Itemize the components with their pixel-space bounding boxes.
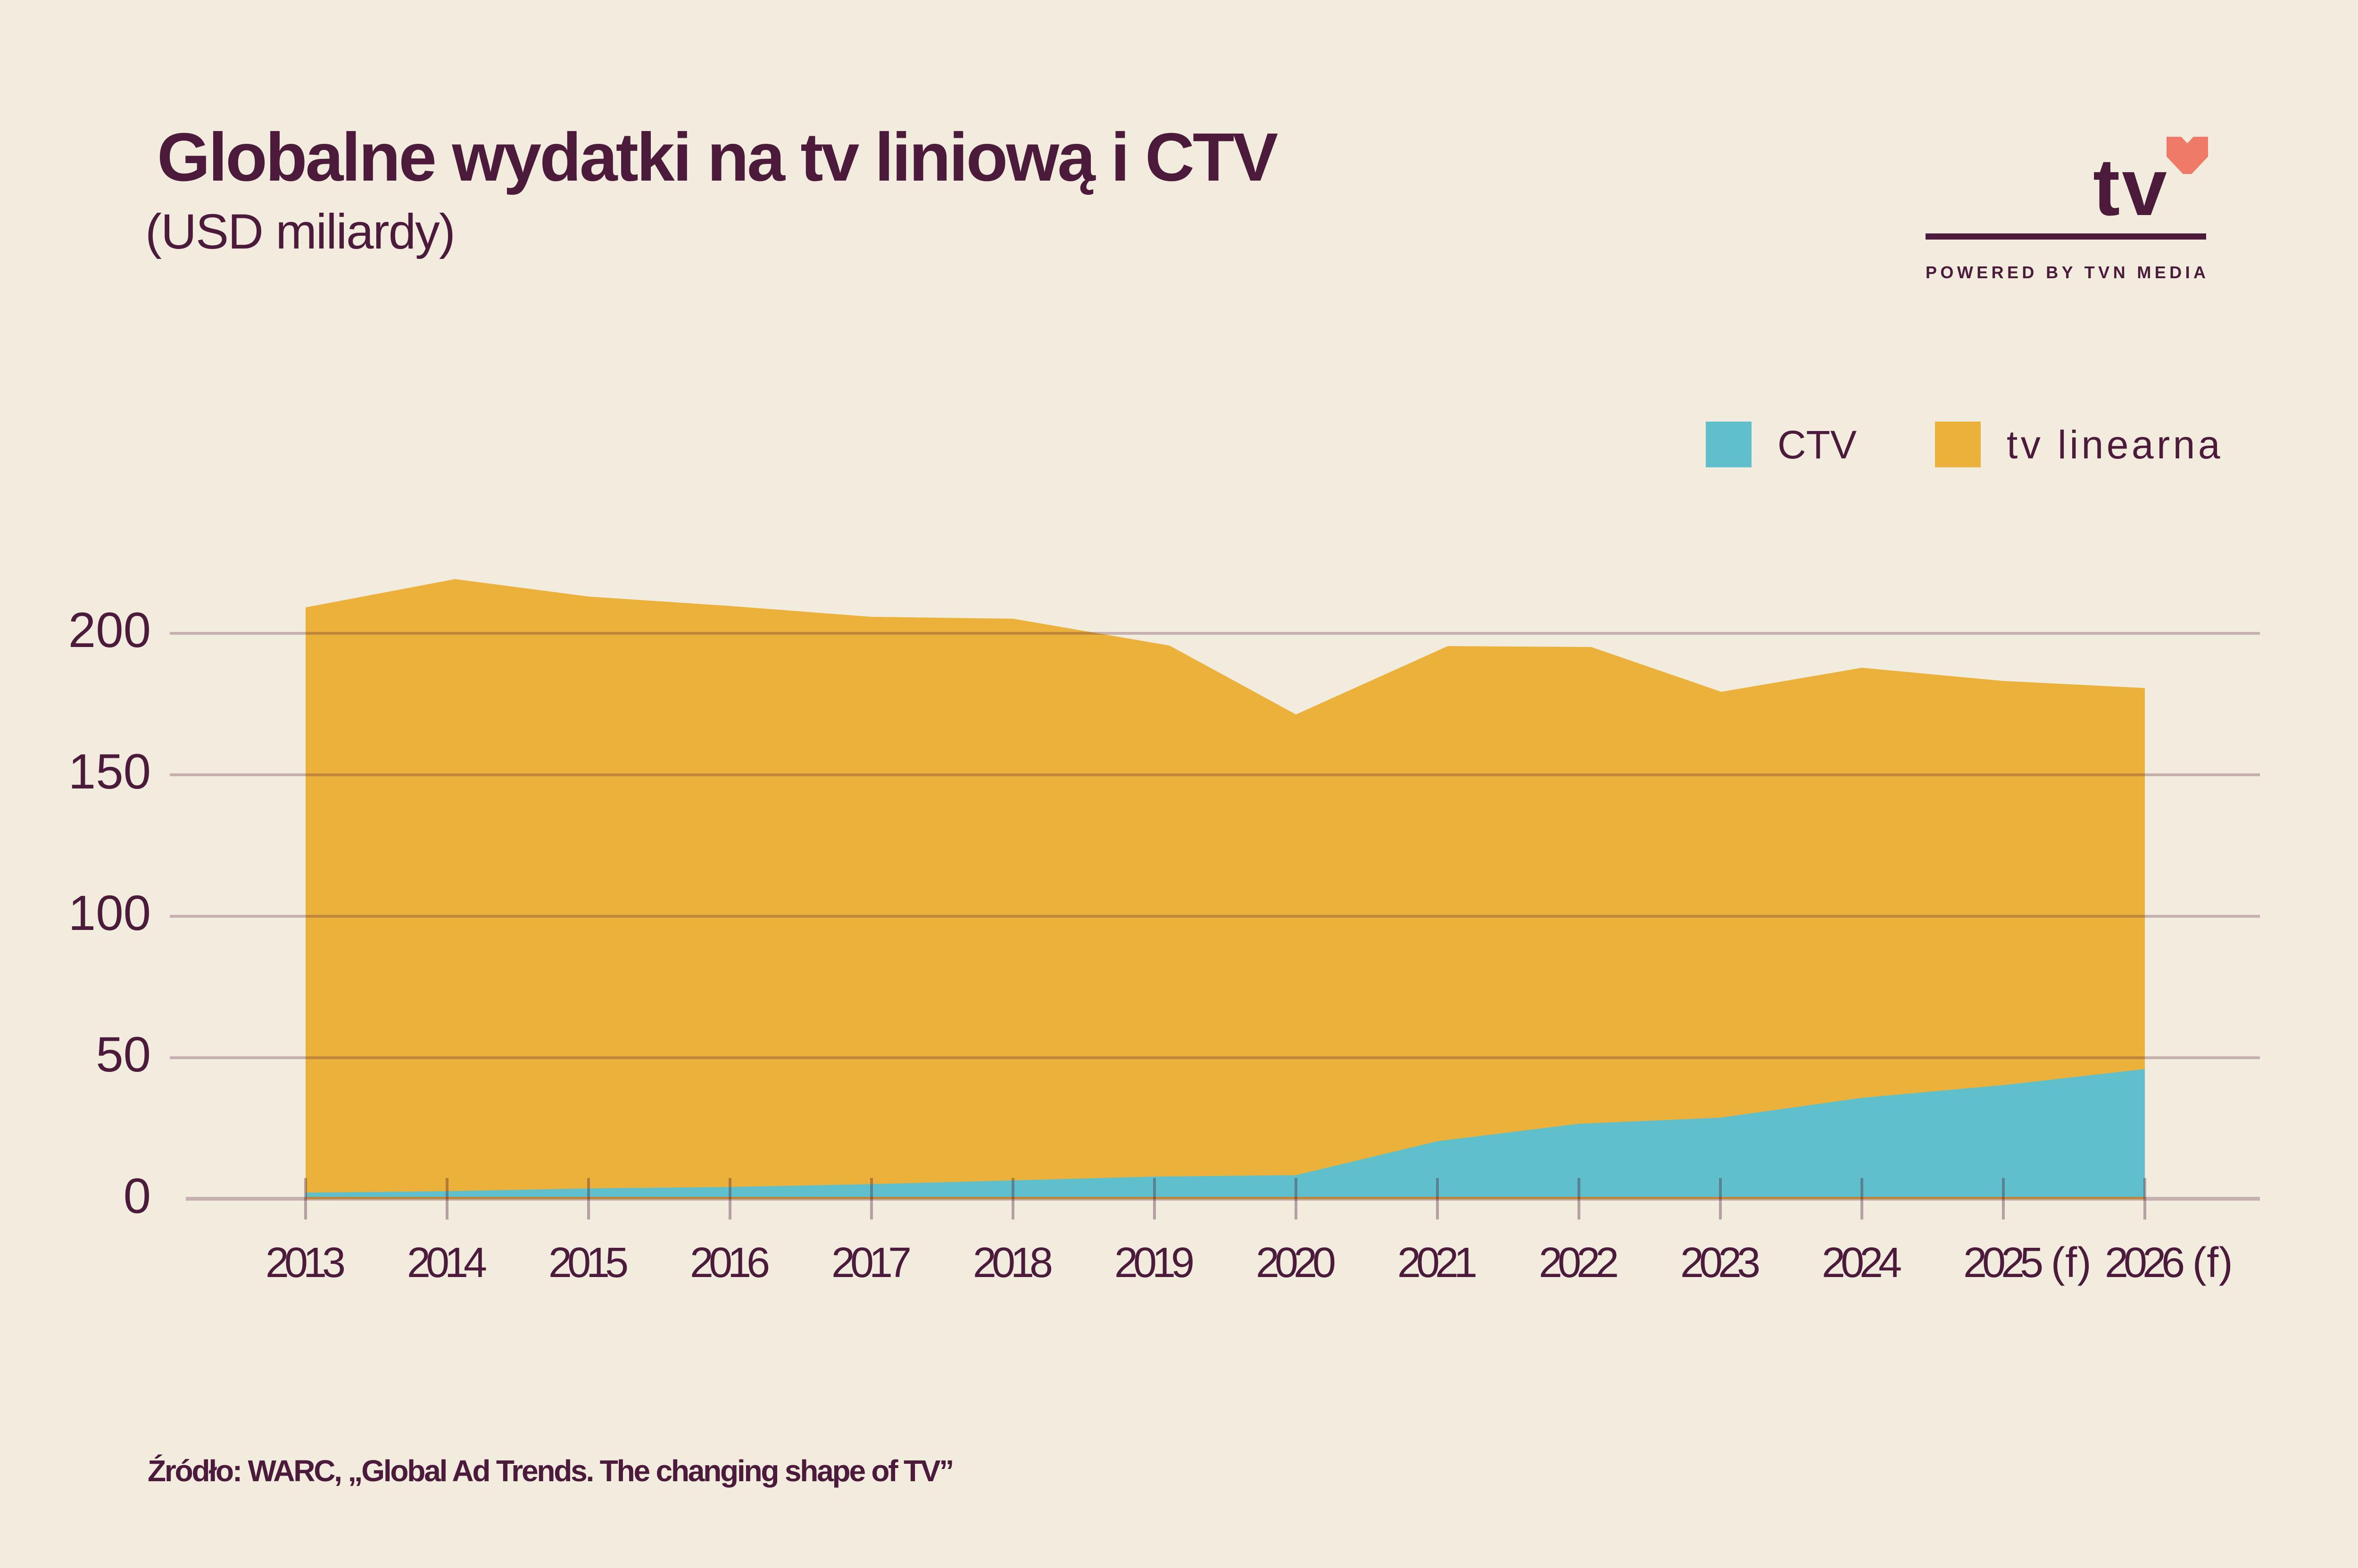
svg-text:tv: tv [2093, 142, 2169, 232]
